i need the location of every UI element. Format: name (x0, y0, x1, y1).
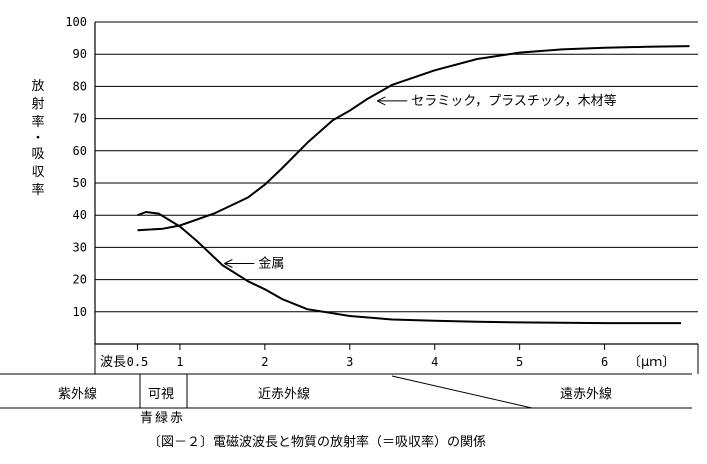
y-axis-label: 放 射 率 ・ 吸 収 率 (31, 79, 44, 198)
x-tick-label: 0.5 (127, 355, 149, 369)
near-far-boundary (391, 375, 533, 409)
y-tick-label: 60 (73, 144, 87, 158)
x-tick-label: 6 (601, 355, 608, 369)
series-metal (137, 211, 681, 325)
visible-sub-blue: 青 (140, 411, 153, 426)
band-label-far-ir: 遠赤外線 (560, 386, 612, 402)
series-layer (137, 45, 690, 325)
series-ceramic-plastic-wood (137, 45, 690, 232)
x-tick-label: 3 (346, 355, 353, 369)
y-tick-label: 90 (73, 47, 87, 61)
x-tick-label: 4 (431, 355, 438, 369)
wavelength-label: 波長 (100, 355, 126, 370)
x-tick-label: 2 (261, 355, 268, 369)
y-label-char: 放 (31, 79, 44, 94)
y-tick-label: 40 (73, 208, 87, 222)
spectrum-bands: 紫外線 可視 近赤外線 遠赤外線 青 緑 赤 (0, 373, 692, 426)
y-tick-label: 100 (65, 15, 87, 29)
label-metal: 金属 (258, 256, 284, 272)
y-label-char: 率 (31, 182, 44, 198)
y-label-char: 収 (31, 165, 44, 180)
y-tick-label: 20 (73, 273, 87, 287)
annotation-arrow-head (224, 259, 233, 268)
y-tick-label: 50 (73, 176, 87, 190)
y-tick-label: 70 (73, 112, 87, 126)
wavelength-unit: 〔μｍ〕 (628, 355, 675, 370)
y-tick-label: 10 (73, 305, 87, 319)
label-ceramic-plastic-wood: セラミック，プラスチック，木材等 (411, 93, 616, 109)
y-label-char: 射 (31, 96, 44, 112)
x-tick-label: 1 (176, 355, 183, 369)
y-ticks: 10 20 30 40 50 60 70 80 90 100 (65, 15, 87, 319)
visible-sub-red: 赤 (170, 411, 183, 426)
y-tick-label: 30 (73, 240, 87, 254)
band-label-near-ir: 近赤外線 (258, 386, 310, 402)
annotation-arrow-head (377, 96, 386, 106)
y-tick-label: 80 (73, 79, 87, 93)
band-label-uv: 紫外線 (58, 386, 97, 402)
band-label-visible: 可視 (148, 387, 174, 402)
x-tick-label: 5 (516, 355, 523, 369)
y-label-char: ・ (31, 131, 44, 146)
wavelength-row: 波長 〔μｍ〕 (94, 344, 699, 374)
figure-caption: 〔図－２〕電磁波波長と物質の放射率（＝吸収率）の関係 (148, 434, 486, 450)
grid (95, 21, 698, 313)
x-ticks: 0.5 1 2 3 4 5 6 (127, 344, 608, 369)
y-label-char: 吸 (31, 147, 44, 162)
y-label-char: 率 (31, 114, 44, 130)
visible-sub-green: 緑 (155, 411, 168, 426)
